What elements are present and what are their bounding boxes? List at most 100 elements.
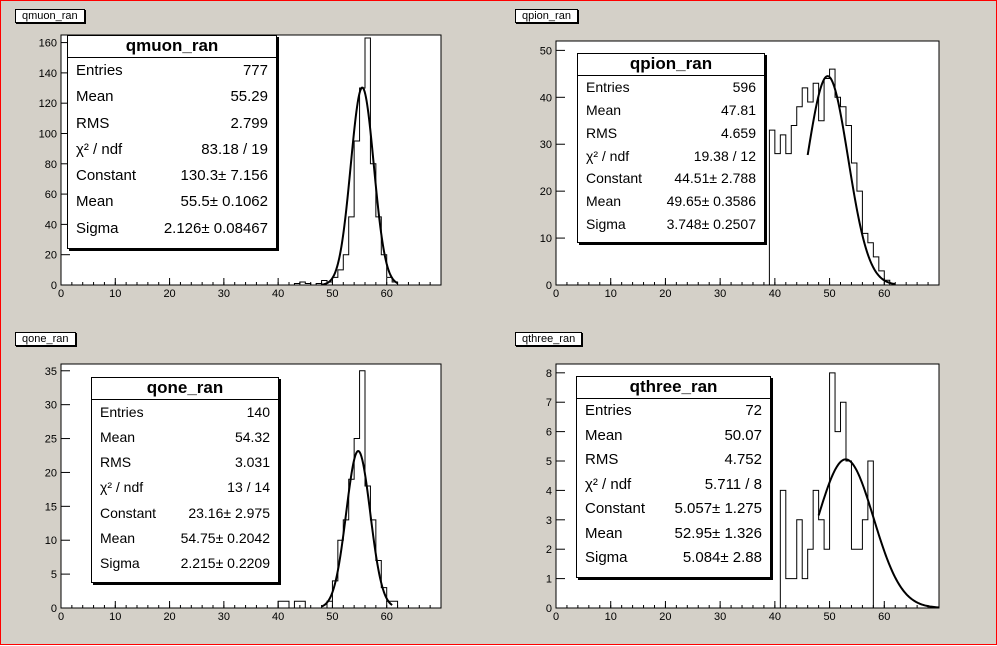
stats-box: qthree_ran Entries 72 Mean 50.07 RMS 4.752 χ² /… [576, 376, 771, 578]
stats-value: 49.65± 0.3586 [666, 193, 756, 210]
stats-row: Constant 44.51± 2.788 [578, 167, 764, 190]
x-tick-label: 60 [381, 611, 393, 623]
x-tick-label: 0 [58, 611, 64, 623]
stats-value: 2.215± 0.2209 [180, 554, 270, 571]
stats-row: Entries 72 [577, 399, 770, 424]
y-tick-label: 1 [546, 574, 552, 586]
stats-value: 19.38 / 12 [693, 147, 756, 164]
stats-value: 4.752 [724, 451, 762, 469]
y-tick-label: 10 [45, 535, 57, 547]
y-tick-label: 10 [540, 233, 552, 245]
stats-value: 596 [732, 79, 756, 95]
y-tick-label: 2 [546, 544, 552, 556]
histogram-title-tag: qmuon_ran [15, 9, 85, 23]
stats-label: RMS [100, 454, 132, 471]
x-tick-label: 40 [769, 288, 781, 300]
stats-box: qpion_ran Entries 596 Mean 47.81 RMS 4.659 χ² /… [577, 53, 765, 243]
y-tick-label: 8 [546, 368, 552, 380]
stats-label: Entries [585, 402, 632, 419]
stats-row: Sigma 2.215± 0.2209 [92, 551, 278, 576]
stats-label: Sigma [585, 549, 628, 567]
x-tick-label: 50 [823, 611, 835, 623]
stats-label: RMS [76, 114, 110, 132]
stats-label: RMS [585, 451, 619, 469]
x-tick-label: 10 [109, 611, 121, 623]
stats-value: 3.748± 0.2507 [666, 216, 756, 233]
stats-row: RMS 2.799 [68, 111, 276, 137]
y-tick-label: 20 [45, 250, 57, 262]
x-tick-label: 10 [605, 288, 617, 300]
y-tick-label: 20 [45, 467, 57, 479]
y-tick-label: 5 [51, 569, 57, 581]
stats-label: Mean [585, 426, 623, 444]
stats-value: 55.29 [230, 88, 268, 106]
stats-row: Mean 54.32 [92, 425, 278, 450]
x-tick-label: 40 [272, 611, 284, 623]
stats-value: 5.057± 1.275 [674, 500, 762, 518]
stats-title: qone_ran [92, 378, 278, 400]
stats-value: 47.81 [720, 101, 756, 118]
stats-row: Entries 140 [92, 400, 278, 425]
y-tick-label: 3 [546, 515, 552, 527]
stats-row: χ² / ndf 83.18 / 19 [68, 137, 276, 163]
stats-value: 130.3± 7.156 [180, 167, 268, 185]
stats-value: 777 [242, 62, 268, 79]
y-tick-label: 25 [45, 434, 57, 446]
x-tick-label: 0 [58, 288, 64, 300]
x-tick-label: 30 [218, 611, 230, 623]
stats-row: χ² / ndf 5.711 / 8 [577, 473, 770, 498]
stats-label: χ² / ndf [585, 475, 632, 493]
histogram-title-tag: qpion_ran [515, 9, 578, 23]
x-tick-label: 50 [823, 288, 835, 300]
histogram-bins [769, 372, 901, 609]
histogram-title-tag: qthree_ran [515, 332, 583, 346]
x-tick-label: 0 [553, 611, 559, 623]
y-tick-label: 40 [540, 92, 552, 104]
stats-value: 55.5± 0.1062 [180, 193, 268, 211]
gaussian-fit-curve [321, 86, 399, 286]
y-tick-label: 30 [540, 139, 552, 151]
y-tick-label: 7 [546, 397, 552, 409]
histogram-title-tag: qone_ran [15, 332, 76, 346]
stats-label: Entries [100, 404, 144, 420]
stats-label: Mean [100, 429, 136, 446]
stats-label: χ² / ndf [586, 147, 630, 164]
stats-value: 50.07 [724, 426, 762, 444]
stats-label: Mean [76, 88, 114, 106]
stats-row: Mean 55.5± 0.1062 [68, 189, 276, 215]
stats-title: qmuon_ran [68, 36, 276, 58]
x-tick-label: 50 [326, 288, 338, 300]
x-tick-label: 30 [714, 611, 726, 623]
x-tick-label: 30 [714, 288, 726, 300]
stats-row: Mean 49.65± 0.3586 [578, 190, 764, 213]
histogram-bins [293, 37, 403, 286]
x-tick-label: 30 [218, 288, 230, 300]
stats-row: Entries 596 [578, 76, 764, 99]
y-tick-label: 0 [546, 603, 552, 615]
stats-label: Mean [586, 101, 622, 118]
stats-row: χ² / ndf 13 / 14 [92, 475, 278, 500]
y-tick-label: 4 [546, 485, 552, 497]
stats-value: 44.51± 2.788 [674, 170, 756, 187]
stats-value: 2.126± 0.08467 [163, 219, 268, 237]
y-tick-label: 20 [540, 186, 552, 198]
x-tick-label: 10 [605, 611, 617, 623]
x-tick-label: 20 [163, 611, 175, 623]
y-tick-label: 40 [45, 219, 57, 231]
x-tick-label: 20 [163, 288, 175, 300]
stats-label: χ² / ndf [76, 140, 123, 158]
stats-row: Mean 54.75± 0.2042 [92, 526, 278, 551]
stats-label: Sigma [586, 216, 626, 233]
x-tick-label: 60 [381, 288, 393, 300]
y-tick-label: 0 [546, 280, 552, 292]
stats-value: 54.32 [234, 429, 270, 446]
stats-label: Sigma [76, 219, 119, 237]
histogram-bins [277, 370, 403, 609]
stats-value: 52.95± 1.326 [674, 524, 762, 542]
y-tick-label: 0 [51, 280, 57, 292]
stats-row: Mean 52.95± 1.326 [577, 522, 770, 547]
stats-row: Constant 5.057± 1.275 [577, 497, 770, 522]
x-tick-label: 60 [878, 611, 890, 623]
